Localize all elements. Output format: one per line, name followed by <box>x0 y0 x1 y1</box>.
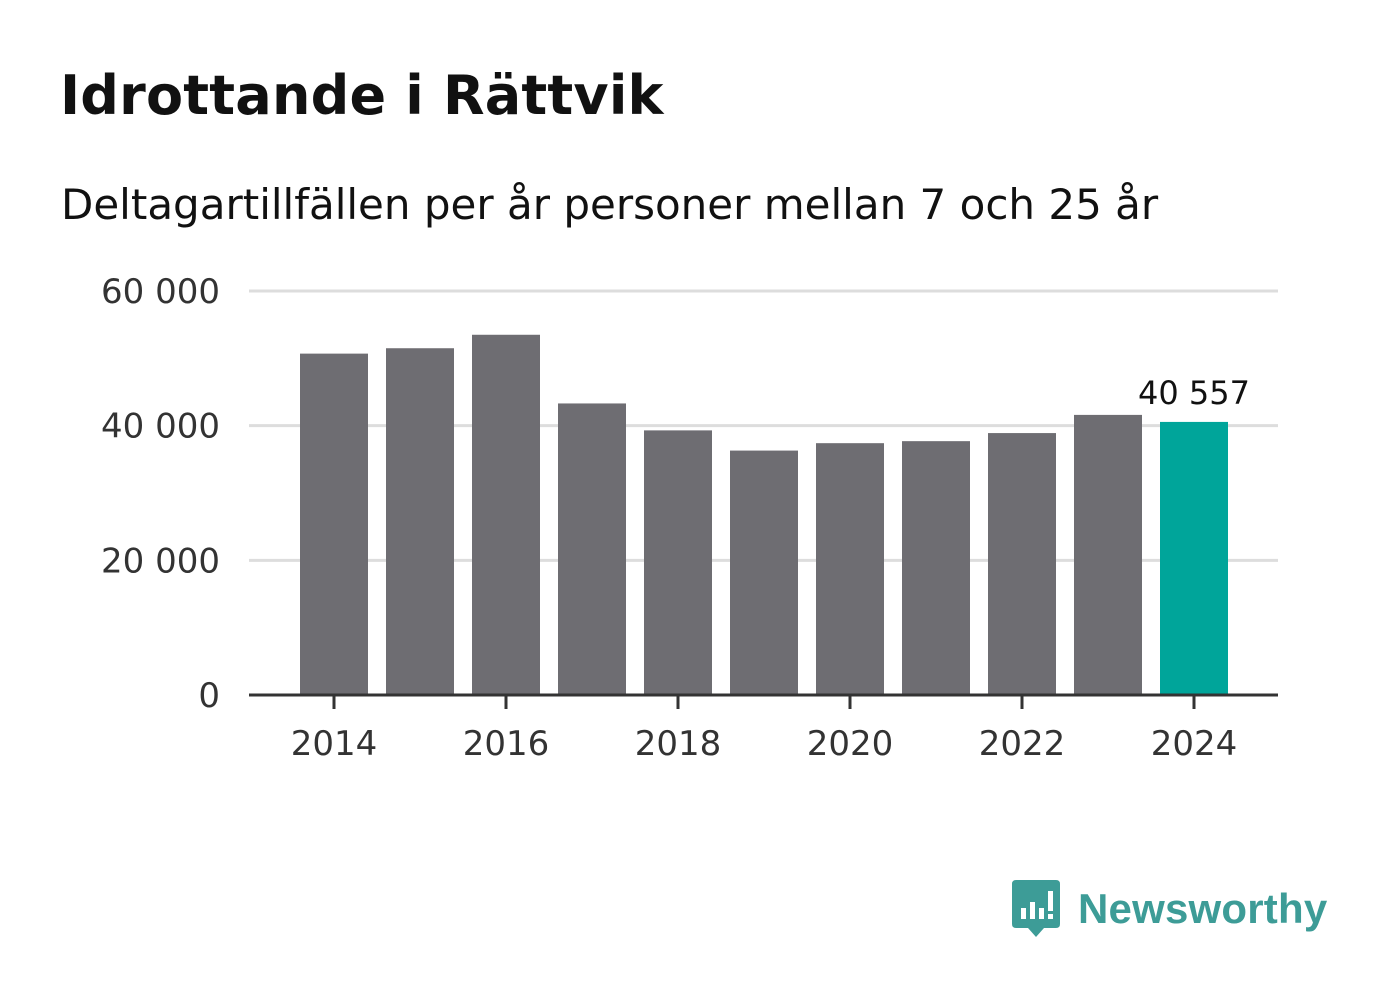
bar <box>558 403 626 695</box>
x-tick-label: 2018 <box>635 724 722 764</box>
bar <box>386 348 454 695</box>
x-tick-label: 2020 <box>807 724 894 764</box>
chart-title: Idrottande i Rättvik <box>60 64 664 127</box>
x-tick-label: 2024 <box>1151 724 1238 764</box>
bar <box>816 443 884 695</box>
x-tick-label: 2014 <box>291 724 378 764</box>
x-tick-label: 2016 <box>463 724 550 764</box>
bar <box>300 353 368 695</box>
newsworthy-logo-icon <box>1012 880 1060 937</box>
bar <box>644 430 712 695</box>
brand-name: Newsworthy <box>1078 885 1328 932</box>
bar-highlight <box>1160 421 1228 695</box>
y-tick-label: 60 000 <box>101 272 220 312</box>
bar <box>988 433 1056 695</box>
y-tick-label: 20 000 <box>101 541 220 581</box>
chart-subtitle: Deltagartillfällen per år personer mella… <box>61 180 1159 229</box>
bar <box>1074 414 1142 695</box>
bar <box>472 334 540 695</box>
bar <box>902 441 970 695</box>
y-tick-label: 40 000 <box>101 407 220 447</box>
x-tick-label: 2022 <box>979 724 1066 764</box>
y-tick-label: 0 <box>198 676 220 716</box>
bar <box>730 450 798 695</box>
brand-logo: Newsworthy <box>1010 878 1327 940</box>
data-label: 40 557 <box>1138 374 1250 412</box>
